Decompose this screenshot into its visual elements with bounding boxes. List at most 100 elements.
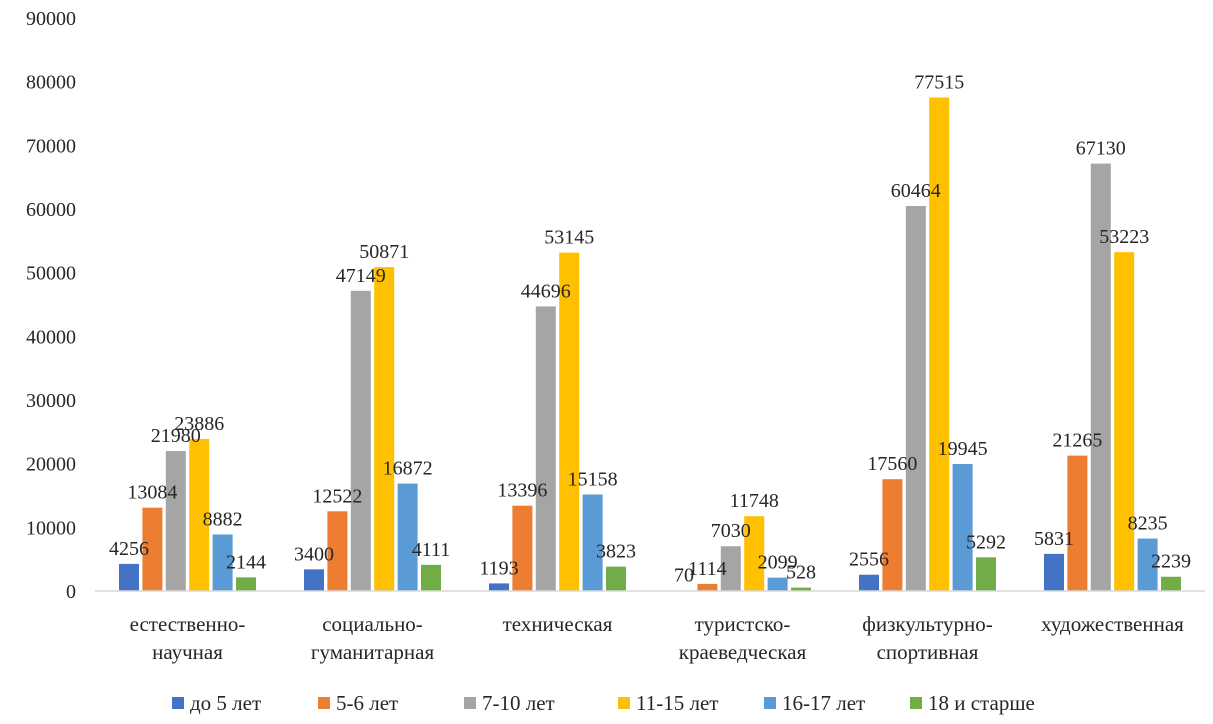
data-label: 8235 [1128, 513, 1168, 535]
data-label: 53145 [544, 227, 594, 249]
y-tick-label: 10000 [26, 517, 76, 539]
category-label: краеведческая [679, 640, 807, 664]
category-label: научная [152, 640, 223, 664]
bar [1161, 576, 1181, 591]
data-label: 2144 [226, 551, 266, 573]
category-label: физкультурно- [862, 612, 993, 636]
legend-label: 11-15 лет [636, 691, 718, 715]
y-tick-label: 30000 [26, 390, 76, 412]
bar [929, 97, 950, 592]
bar [189, 438, 210, 591]
data-label: 3823 [596, 541, 636, 563]
legend-label: до 5 лет [190, 691, 261, 715]
legend-swatch [318, 697, 330, 709]
bar [582, 494, 603, 591]
bar [327, 511, 348, 591]
data-label: 2099 [758, 552, 798, 574]
category-label: художественная [1041, 612, 1184, 636]
bars [119, 97, 1181, 592]
bar [421, 564, 441, 591]
data-label: 11748 [730, 490, 779, 512]
category-label: спортивная [877, 640, 979, 664]
data-label: 4256 [109, 538, 149, 560]
data-label: 19945 [938, 438, 988, 460]
data-label: 8882 [203, 508, 243, 530]
legend: до 5 лет 5-6 лет 7-10 лет 11-15 лет 16-17 ле… [172, 691, 1035, 715]
data-label: 21265 [1052, 430, 1102, 452]
data-label: 77515 [914, 71, 964, 93]
bar [1090, 163, 1111, 592]
y-tick-label: 0 [66, 581, 76, 603]
bar [142, 507, 163, 591]
bar [952, 464, 973, 591]
bar [512, 505, 533, 591]
data-label: 21980 [151, 425, 201, 447]
bar [374, 267, 395, 591]
bar [350, 290, 371, 591]
data-label: 1114 [688, 558, 727, 580]
data-label: 17560 [867, 453, 917, 475]
data-label: 2239 [1151, 551, 1191, 573]
y-axis: 0 10000 20000 30000 40000 50000 60000 70000 8000… [26, 8, 76, 603]
bar [976, 557, 996, 591]
data-label: 5831 [1034, 528, 1074, 550]
bar [165, 451, 186, 591]
data-label: 13084 [127, 482, 177, 504]
bar [791, 587, 811, 591]
bar [397, 483, 418, 591]
legend-label: 5-6 лет [336, 691, 398, 715]
bar [720, 546, 741, 591]
y-tick-label: 20000 [26, 454, 76, 476]
data-label: 44696 [521, 280, 571, 302]
data-label: 23886 [174, 413, 224, 435]
bar [767, 577, 788, 591]
category-label: туристско- [695, 612, 791, 636]
data-label: 67130 [1076, 138, 1126, 160]
legend-swatch [618, 697, 630, 709]
bar [1067, 455, 1088, 591]
data-label: 4111 [412, 539, 451, 561]
bar [119, 563, 139, 591]
bar [489, 583, 509, 591]
legend-swatch [910, 697, 922, 709]
data-label: 1193 [479, 557, 518, 579]
bar [905, 206, 926, 591]
bar [744, 516, 765, 591]
bar [1044, 553, 1064, 591]
legend-swatch [464, 697, 476, 709]
legend-label: 18 и старше [928, 691, 1035, 715]
bar [882, 479, 903, 591]
data-label: 528 [786, 562, 816, 584]
data-label: 15158 [568, 468, 618, 490]
bar [606, 566, 626, 591]
data-label: 13396 [497, 480, 547, 502]
legend-label: 7-10 лет [482, 691, 555, 715]
data-label: 5292 [966, 531, 1006, 553]
y-tick-label: 70000 [26, 135, 76, 157]
x-axis: естественно-научная социально-гуманитарна… [95, 590, 1205, 664]
category-label: естественно- [130, 612, 246, 636]
legend-swatch [172, 697, 184, 709]
bar [559, 252, 580, 591]
data-label: 12522 [312, 485, 362, 507]
category-label: техническая [503, 612, 613, 636]
data-label: 70 [674, 565, 694, 587]
y-tick-label: 50000 [26, 263, 76, 285]
category-label: гуманитарная [311, 640, 435, 664]
data-label: 2556 [849, 549, 889, 571]
data-label: 47149 [336, 265, 386, 287]
bar [535, 306, 556, 591]
bar [697, 583, 718, 591]
data-label: 3400 [294, 543, 334, 565]
data-label: 7030 [711, 520, 751, 542]
category-label: социально- [322, 612, 423, 636]
bar [212, 534, 233, 591]
legend-label: 16-17 лет [782, 691, 865, 715]
y-tick-label: 60000 [26, 199, 76, 221]
bar [1114, 252, 1135, 591]
y-tick-label: 80000 [26, 72, 76, 94]
y-tick-label: 90000 [26, 8, 76, 30]
